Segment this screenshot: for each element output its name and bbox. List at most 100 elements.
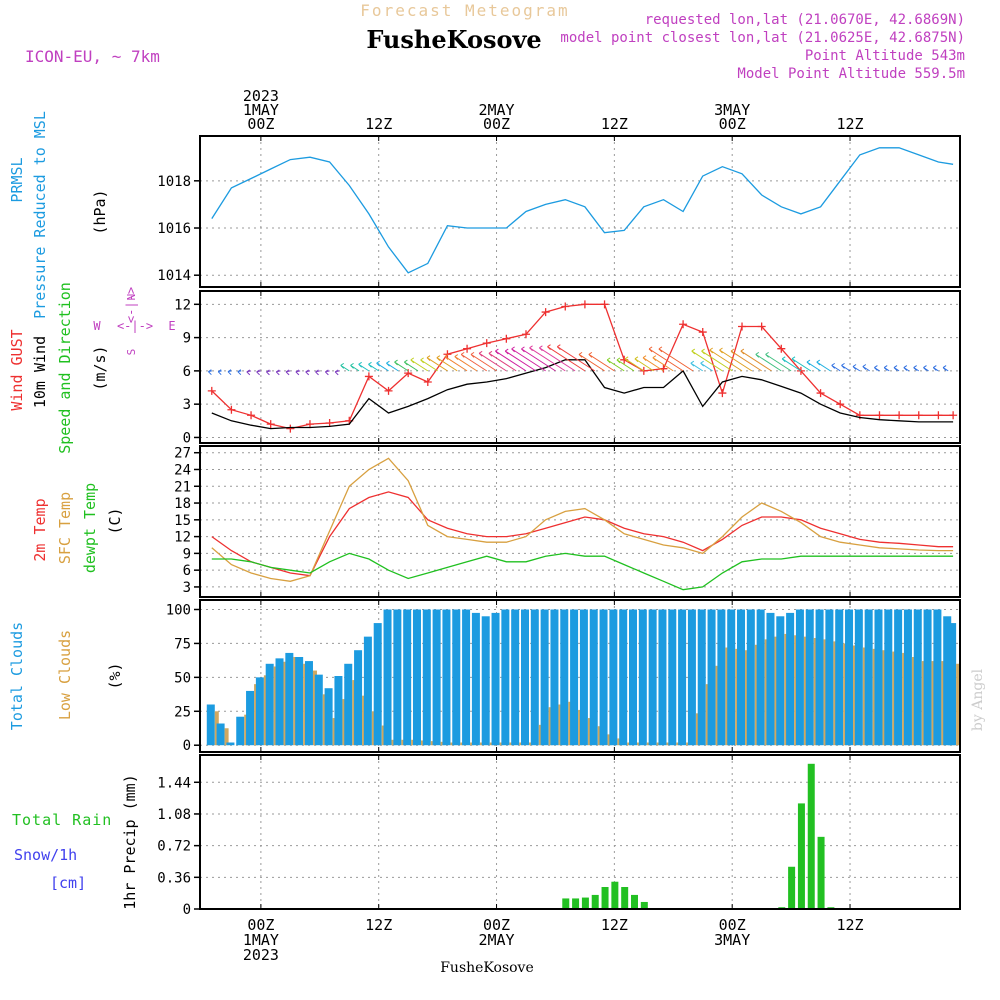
total-clouds-bar <box>236 716 245 746</box>
low-clouds-bar <box>956 663 961 746</box>
total-clouds-bar <box>678 609 687 746</box>
wind-arrow-head <box>368 361 372 368</box>
y-tick-label: 25 <box>174 704 191 720</box>
chart-title: Forecast Meteogram <box>360 1 569 20</box>
rain-bar <box>797 803 805 909</box>
ylabel-precip: 1hr Precip (mm) <box>121 774 139 909</box>
wind-arrow-head <box>488 350 493 357</box>
total-clouds-bar <box>948 623 957 746</box>
rain-bar <box>611 881 619 909</box>
wind-arrow-head <box>652 355 657 362</box>
wind-arrow-head <box>275 369 280 376</box>
panel-frame <box>199 290 961 444</box>
y-tick-label: 1018 <box>157 174 191 190</box>
wind-arrow-head <box>404 359 408 366</box>
wind-arrow-head <box>246 369 251 376</box>
label-total-rain: Total Rain <box>12 811 112 829</box>
wind-arrow <box>730 350 762 372</box>
wind-arrow-head <box>690 360 695 367</box>
compass-west: W <box>93 319 101 333</box>
wind-arrow <box>634 358 654 372</box>
wind-arrow <box>691 350 723 372</box>
total-clouds-bar <box>324 688 333 746</box>
ylabel-pct: (%) <box>106 662 124 689</box>
total-clouds-bar <box>805 609 814 746</box>
total-clouds-bar <box>481 616 490 746</box>
wind-arrow <box>719 349 753 372</box>
gust-point <box>286 424 295 433</box>
wind-arrow-head <box>642 355 647 362</box>
wind-arrow-head <box>539 345 543 352</box>
wind-arrow-head <box>556 344 561 351</box>
y-tick-label: 6 <box>183 563 191 579</box>
wind-arrow-head <box>529 345 533 352</box>
wind-arrow-head <box>208 369 212 376</box>
gust-point <box>738 322 747 331</box>
total-clouds-bar <box>285 652 294 746</box>
rain-bar <box>572 898 580 909</box>
gust-point <box>305 420 314 429</box>
gust-point <box>718 389 727 398</box>
panel-wind: 0 3 6 9 12 <box>174 290 961 446</box>
total-clouds-bar <box>737 609 746 746</box>
y-tick-label: 0 <box>183 738 191 754</box>
series-line-dewpt-temp <box>211 552 954 591</box>
wind-arrow <box>444 356 468 372</box>
total-clouds-bar <box>275 658 284 746</box>
gust-point <box>934 411 943 420</box>
wind-arrow-head <box>913 365 918 371</box>
rain-bar <box>621 887 629 909</box>
series-line-10m-wind <box>211 359 954 430</box>
wind-arrow <box>426 357 448 372</box>
footer-location: FusheKosove <box>440 960 534 976</box>
wind-arrow-head <box>791 356 796 363</box>
wind-arrow-head <box>740 348 745 355</box>
y-tick-label: 15 <box>174 513 191 529</box>
panel-frame <box>199 754 961 910</box>
wind-arrow <box>806 361 821 372</box>
y-tick-label: 1.44 <box>157 775 191 791</box>
total-clouds-bar <box>462 609 471 746</box>
wind-arrow-head <box>237 369 242 376</box>
gust-point <box>580 300 589 309</box>
time-label-bottom: 12Z <box>365 916 392 934</box>
rain-bar <box>788 866 796 909</box>
gust-point <box>561 302 570 311</box>
y-tick-label: 18 <box>174 496 191 512</box>
requested-coords: requested lon,lat (21.0670E, 42.6869N) <box>645 12 965 28</box>
panel-frame <box>199 599 961 753</box>
label-cm: [cm] <box>50 874 86 892</box>
wind-arrow <box>578 353 605 372</box>
wind-arrow <box>557 346 596 372</box>
y-tick-label: 0.72 <box>157 839 191 855</box>
wind-arrow-head <box>709 347 714 354</box>
total-clouds-bar <box>570 609 579 746</box>
total-clouds-bar <box>511 609 520 746</box>
y-tick-label: 0 <box>183 430 191 446</box>
location-title: FusheKosove <box>366 25 541 54</box>
total-clouds-bar <box>422 609 431 746</box>
total-clouds-bar <box>412 609 421 746</box>
total-clouds-bar <box>756 609 765 746</box>
total-clouds-bar <box>491 612 500 746</box>
total-clouds-bar <box>226 742 235 746</box>
ylabel-ms: (m/s) <box>91 345 109 390</box>
wind-arrow-head <box>942 365 947 371</box>
time-label-bottom: 00Z <box>483 916 510 934</box>
gust-point <box>875 411 884 420</box>
time-label-bottom: 1MAY <box>243 931 279 949</box>
wind-arrow-head <box>478 350 483 357</box>
rain-bar <box>817 836 825 909</box>
y-tick-label: 1.08 <box>157 807 191 823</box>
wind-arrow-head <box>923 365 927 371</box>
total-clouds-bar <box>363 636 372 746</box>
wind-arrow-head <box>831 362 836 369</box>
time-label-top: 12Z <box>601 115 628 133</box>
wind-arrow-head <box>394 359 398 366</box>
gust-point <box>364 372 373 381</box>
ylabel-prmsl: PRMSL <box>8 157 26 202</box>
total-clouds-bar <box>540 609 549 746</box>
gust-point <box>836 400 845 409</box>
total-clouds-bar <box>835 609 844 746</box>
